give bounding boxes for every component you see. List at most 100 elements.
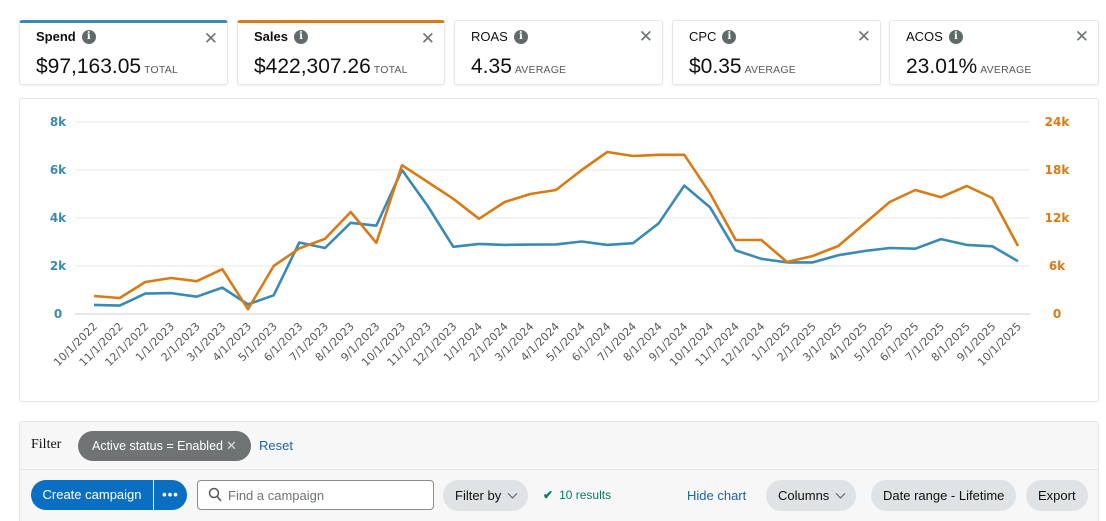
filter-by-dropdown[interactable]: Filter by xyxy=(443,480,529,511)
metric-card-sales[interactable]: Sales i ✕ $422,307.26 TOTAL xyxy=(237,20,445,85)
data-point-sales[interactable] xyxy=(911,186,919,194)
chevron-down-icon xyxy=(835,488,846,499)
campaign-search-input[interactable] xyxy=(228,485,428,505)
close-icon[interactable]: ✕ xyxy=(1074,27,1089,46)
data-point-sales[interactable] xyxy=(526,190,534,198)
data-point-sales[interactable] xyxy=(809,252,817,260)
data-point-spend[interactable] xyxy=(578,238,586,246)
data-point-spend[interactable] xyxy=(603,241,611,249)
export-button[interactable]: Export xyxy=(1026,480,1088,511)
data-point-sales[interactable] xyxy=(295,244,303,252)
data-point-sales[interactable] xyxy=(886,198,894,206)
data-point-sales[interactable] xyxy=(783,258,791,266)
data-point-sales[interactable] xyxy=(963,182,971,190)
reset-filter-link[interactable]: Reset xyxy=(259,438,293,453)
info-icon[interactable]: i xyxy=(81,29,96,44)
close-icon[interactable]: ✕ xyxy=(420,29,435,48)
data-point-spend[interactable] xyxy=(449,243,457,251)
data-point-sales[interactable] xyxy=(501,198,509,206)
data-point-spend[interactable] xyxy=(90,301,98,309)
data-point-sales[interactable] xyxy=(475,215,483,223)
info-icon[interactable]: i xyxy=(722,29,737,44)
data-point-sales[interactable] xyxy=(680,151,688,159)
metric-card-acos[interactable]: ACOS i ✕ 23.01% AVERAGE xyxy=(889,20,1099,85)
data-point-sales[interactable] xyxy=(834,242,842,250)
series-line-sales[interactable] xyxy=(93,150,1020,311)
more-options-button[interactable]: ••• xyxy=(154,480,187,510)
data-point-sales[interactable] xyxy=(372,239,380,247)
data-point-sales[interactable] xyxy=(270,262,278,270)
data-point-spend[interactable] xyxy=(757,255,765,263)
data-point-spend[interactable] xyxy=(475,240,483,248)
data-point-sales[interactable] xyxy=(167,274,175,282)
data-point-spend[interactable] xyxy=(655,219,663,227)
series-line-spend[interactable] xyxy=(93,168,1019,307)
data-point-spend[interactable] xyxy=(167,289,175,297)
data-point-sales[interactable] xyxy=(732,236,740,244)
info-icon[interactable]: i xyxy=(948,29,963,44)
data-point-spend[interactable] xyxy=(141,290,149,298)
data-point-spend[interactable] xyxy=(629,239,637,247)
data-point-sales[interactable] xyxy=(218,265,226,273)
data-point-sales[interactable] xyxy=(424,178,432,186)
data-point-sales[interactable] xyxy=(552,186,560,194)
data-point-spend[interactable] xyxy=(706,203,714,211)
data-point-spend[interactable] xyxy=(218,284,226,292)
data-point-spend[interactable] xyxy=(937,235,945,243)
info-icon[interactable]: i xyxy=(513,29,528,44)
data-point-spend[interactable] xyxy=(526,241,534,249)
data-point-sales[interactable] xyxy=(116,294,124,302)
data-point-spend[interactable] xyxy=(424,202,432,210)
data-point-sales[interactable] xyxy=(1014,242,1022,250)
close-icon[interactable]: ✕ xyxy=(203,29,218,48)
data-point-sales[interactable] xyxy=(347,208,355,216)
data-point-spend[interactable] xyxy=(270,291,278,299)
date-range-button[interactable]: Date range - Lifetime xyxy=(871,480,1017,511)
data-point-sales[interactable] xyxy=(193,277,201,285)
data-point-spend[interactable] xyxy=(347,219,355,227)
data-point-spend[interactable] xyxy=(988,242,996,250)
metric-card-spend[interactable]: Spend i ✕ $97,163.05 TOTAL xyxy=(19,20,228,85)
data-point-spend[interactable] xyxy=(321,244,329,252)
data-point-sales[interactable] xyxy=(706,189,714,197)
data-point-spend[interactable] xyxy=(501,241,509,249)
info-icon[interactable]: i xyxy=(293,29,308,44)
close-icon[interactable]: ✕ xyxy=(638,27,653,46)
create-campaign-button[interactable]: Create campaign xyxy=(31,480,153,510)
data-point-spend[interactable] xyxy=(886,244,894,252)
data-point-sales[interactable] xyxy=(90,292,98,300)
data-point-spend[interactable] xyxy=(860,247,868,255)
data-point-spend[interactable] xyxy=(680,182,688,190)
close-icon[interactable]: ✕ xyxy=(856,27,871,46)
hide-chart-link[interactable]: Hide chart xyxy=(687,488,747,503)
data-point-sales[interactable] xyxy=(321,235,329,243)
data-point-spend[interactable] xyxy=(372,222,380,230)
data-point-sales[interactable] xyxy=(244,305,252,313)
data-point-spend[interactable] xyxy=(552,240,560,248)
data-point-spend[interactable] xyxy=(834,251,842,259)
data-point-spend[interactable] xyxy=(116,302,124,310)
x-axis: 10/1/202211/1/202212/1/20221/1/20232/1/2… xyxy=(51,320,1024,369)
data-point-sales[interactable] xyxy=(937,193,945,201)
columns-dropdown[interactable]: Columns xyxy=(766,480,857,511)
data-point-sales[interactable] xyxy=(757,236,765,244)
data-point-spend[interactable] xyxy=(732,246,740,254)
data-point-sales[interactable] xyxy=(988,194,996,202)
active-filter-pill[interactable]: Active status = Enabled ✕ xyxy=(78,431,251,461)
data-point-spend[interactable] xyxy=(1014,257,1022,265)
remove-filter-icon[interactable]: ✕ xyxy=(225,438,237,453)
data-point-sales[interactable] xyxy=(141,278,149,286)
data-point-sales[interactable] xyxy=(449,195,457,203)
data-point-sales[interactable] xyxy=(578,166,586,174)
data-point-spend[interactable] xyxy=(193,293,201,301)
metric-unit: AVERAGE xyxy=(980,64,1032,76)
data-point-spend[interactable] xyxy=(911,245,919,253)
metric-card-roas[interactable]: ROAS i ✕ 4.35 AVERAGE xyxy=(454,20,663,85)
data-point-spend[interactable] xyxy=(963,241,971,249)
data-point-sales[interactable] xyxy=(398,161,406,169)
data-point-sales[interactable] xyxy=(603,148,611,156)
data-point-sales[interactable] xyxy=(629,152,637,160)
data-point-sales[interactable] xyxy=(655,151,663,159)
metric-card-cpc[interactable]: CPC i ✕ $0.35 AVERAGE xyxy=(672,20,881,85)
data-point-sales[interactable] xyxy=(860,220,868,228)
